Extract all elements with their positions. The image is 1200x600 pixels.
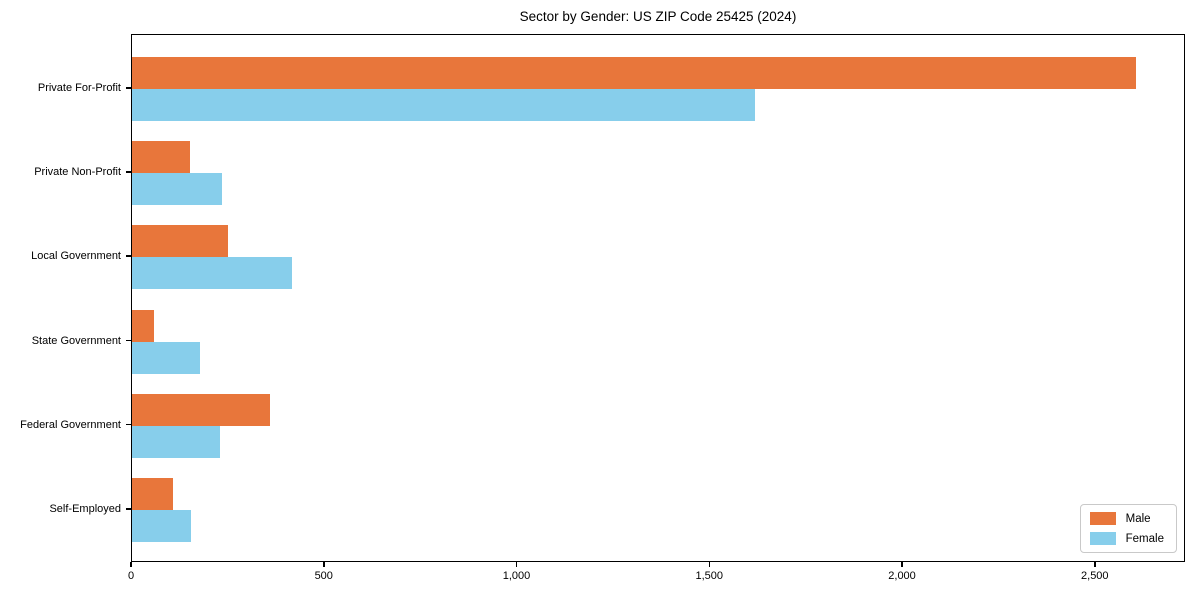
x-tick-2-000 [901,562,903,567]
legend-label-female: Female [1125,532,1164,545]
category-label-local-government: Local Government [31,250,121,263]
category-label-self-employed: Self-Employed [49,503,121,515]
bar-male-self-employed [132,478,173,510]
bar-male-federal-government [132,393,270,426]
bar-female-state-government [132,341,200,374]
x-tick-1-000 [515,562,518,567]
plot-area [131,34,1185,562]
x-tick-label-1-000: 1,000 [502,570,531,582]
x-tick-0 [130,562,132,567]
bar-female-private-non-profit [132,173,222,206]
bar-male-private-for-profit [132,57,1136,89]
x-tick-label-500: 500 [314,570,333,582]
legend-swatch-male [1089,512,1116,525]
bar-female-private-for-profit [132,89,755,121]
y-tick-federal-government [126,423,131,426]
y-tick-state-government [126,339,131,342]
x-tick-label-2-500: 2,500 [1081,570,1109,582]
legend-label-male: Male [1125,512,1151,525]
x-tick-label-2-000: 2,000 [888,570,916,582]
legend-swatch-female [1089,532,1116,545]
bar-male-private-non-profit [132,141,190,174]
category-label-state-government: State Government [31,334,121,347]
legend-item-male: Male [1089,512,1164,525]
legend-item-female: Female [1089,532,1164,545]
category-label-private-for-profit: Private For-Profit [37,82,121,94]
x-tick-label-0: 0 [127,570,135,582]
y-tick-self-employed [126,508,131,510]
x-tick-500 [323,562,325,567]
category-label-federal-government: Federal Government [20,418,121,431]
x-tick-2-500 [1094,562,1096,567]
y-tick-private-non-profit [126,171,131,173]
bar-male-local-government [132,225,228,258]
category-label-private-non-profit: Private Non-Profit [34,166,121,179]
chart-title: Sector by Gender: US ZIP Code 25425 (202… [519,9,797,24]
bar-female-local-government [132,257,292,290]
bar-female-self-employed [132,510,191,542]
y-tick-private-for-profit [126,87,131,89]
legend: Male Female [1079,504,1177,553]
bar-male-state-government [132,309,154,342]
x-tick-label-1-500: 1,500 [695,570,724,582]
x-tick-1-500 [708,562,711,567]
bar-female-federal-government [132,425,220,458]
y-tick-local-government [126,255,131,257]
